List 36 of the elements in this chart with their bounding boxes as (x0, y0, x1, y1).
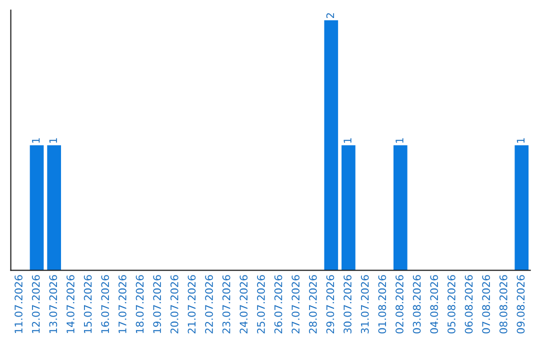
x-tick-label: 31.07.2026 (360, 275, 369, 334)
x-tick-label: 12.07.2026 (32, 275, 40, 333)
x-tick-label: 03.08.2026 (412, 275, 421, 334)
x-tick-label: 06.08.2026 (464, 275, 473, 334)
x-tick-label: 08.08.2026 (499, 275, 508, 334)
x-tick-label: 16.07.2026 (101, 275, 110, 333)
x-tick-label: 15.07.2026 (84, 275, 92, 333)
data-label: 1 (344, 138, 352, 143)
data-label: 1 (516, 138, 524, 143)
x-tick-label: 26.07.2026 (274, 275, 282, 334)
x-tick-label: 07.08.2026 (482, 275, 490, 334)
x-tick-label: 11.07.2026 (14, 275, 22, 333)
data-label: 2 (326, 13, 334, 18)
x-tick-label: 17.07.2026 (118, 275, 126, 333)
x-tick-label: 22.07.2026 (205, 275, 213, 334)
x-tick-label: 21.07.2026 (188, 275, 196, 334)
x-tick-label: 02.08.2026 (396, 275, 404, 334)
x-tick-label: 01.08.2026 (378, 275, 386, 334)
data-label: 1 (49, 138, 57, 143)
x-tick-label: 28.07.2026 (308, 275, 317, 334)
data-label: 1 (32, 138, 40, 143)
x-tick-label: 05.08.2026 (448, 275, 456, 334)
data-label: 1 (396, 138, 404, 143)
x-tick-label: 20.07.2026 (170, 275, 178, 334)
x-tick-label: 18.07.2026 (136, 275, 144, 333)
x-tick-label: 04.08.2026 (430, 275, 438, 334)
x-tick-label: 30.07.2026 (344, 275, 352, 334)
x-tick-label: 25.07.2026 (257, 275, 265, 334)
x-tick-label: 24.07.2026 (240, 275, 248, 334)
x-tick-label: 09.08.2026 (516, 275, 525, 334)
x-tick-label: 23.07.2026 (222, 275, 230, 334)
x-tick-label: 13.07.2026 (49, 275, 58, 333)
x-tick-label: 27.07.2026 (292, 275, 300, 334)
x-tick-label: 14.07.2026 (66, 275, 74, 333)
x-tick-label: 19.07.2026 (153, 275, 162, 333)
x-tick-label: 29.07.2026 (326, 275, 334, 334)
